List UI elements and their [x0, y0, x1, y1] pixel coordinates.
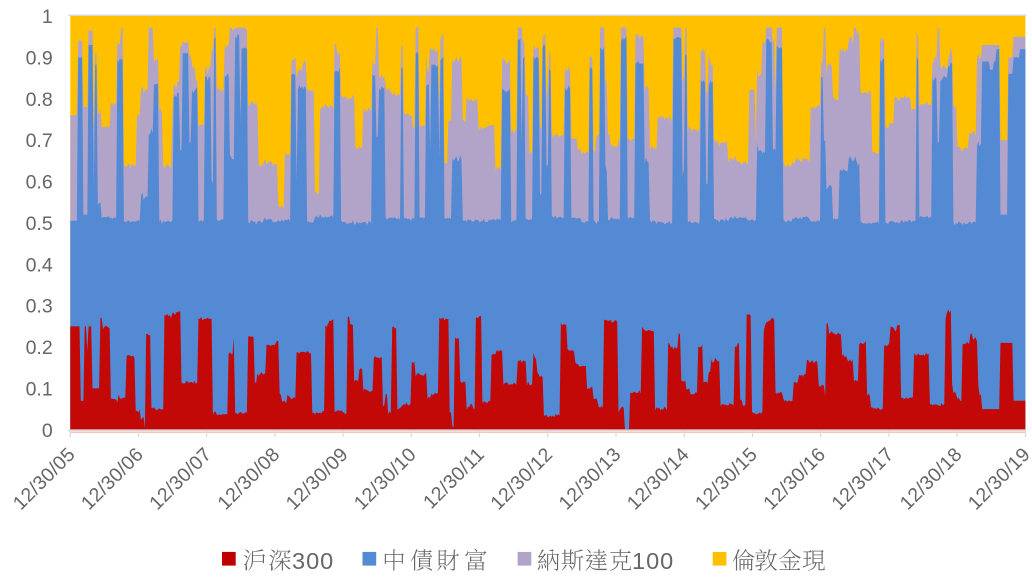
svg-text:100: 100 — [632, 548, 674, 574]
svg-text:300: 300 — [292, 548, 334, 574]
svg-text:0.9: 0.9 — [26, 47, 53, 69]
svg-text:0.4: 0.4 — [26, 254, 53, 276]
svg-text:0.2: 0.2 — [26, 337, 53, 359]
svg-text:0.1: 0.1 — [26, 378, 53, 400]
svg-text:0: 0 — [42, 420, 53, 442]
svg-text:1: 1 — [42, 6, 53, 28]
svg-text:0.8: 0.8 — [26, 89, 53, 111]
svg-text:0.5: 0.5 — [26, 213, 53, 235]
svg-text:0.7: 0.7 — [26, 130, 53, 152]
svg-text:0.6: 0.6 — [26, 172, 53, 194]
svg-text:0.3: 0.3 — [26, 296, 53, 318]
